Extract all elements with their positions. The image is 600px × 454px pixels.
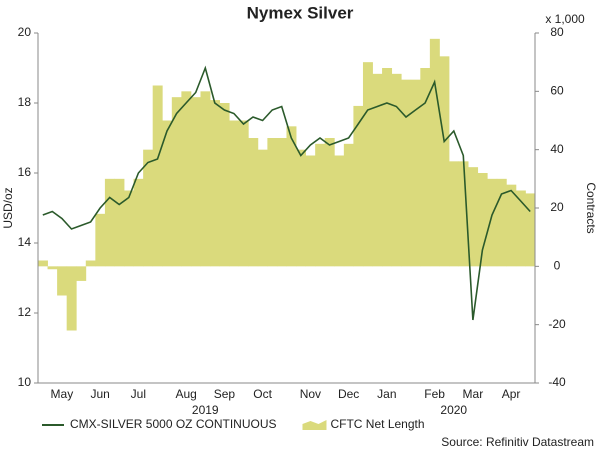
y2-tick-label: 20 <box>550 200 564 214</box>
area-step <box>515 190 526 267</box>
area-step <box>448 161 459 267</box>
area-step <box>286 126 297 267</box>
area-step <box>324 138 335 267</box>
area-step <box>171 97 182 267</box>
area-step <box>382 68 393 267</box>
y2-tick-label: 60 <box>550 84 564 98</box>
area-step <box>114 178 125 267</box>
area-step <box>181 91 192 267</box>
area-step <box>210 100 220 267</box>
area-step <box>401 79 412 267</box>
area-step <box>257 149 268 267</box>
year-label: 2019 <box>192 403 219 417</box>
x-tick-label: Mar <box>463 387 484 401</box>
area-step <box>315 143 326 267</box>
area-step <box>76 266 87 281</box>
area-step <box>162 120 173 267</box>
y2-tick-label: 40 <box>550 142 564 156</box>
area-step <box>219 103 230 267</box>
area-step <box>353 105 364 267</box>
y-tick-label: 16 <box>18 165 32 179</box>
price-line <box>42 65 531 321</box>
area-step <box>47 266 58 270</box>
y-tick-label: 18 <box>18 95 32 109</box>
x-tick-label: Jan <box>377 387 396 401</box>
area-step <box>487 178 498 267</box>
x-tick-label: May <box>51 387 74 401</box>
x-tick-label: Jun <box>90 387 109 401</box>
y2-tick-label: 0 <box>554 259 561 273</box>
area-step <box>410 79 421 267</box>
legend-label: CFTC Net Length <box>330 417 424 431</box>
area-step <box>104 178 115 267</box>
area-step <box>477 173 488 267</box>
x-tick-label: Aug <box>175 387 196 401</box>
area-step <box>391 73 402 267</box>
area-step <box>267 138 278 267</box>
area-step <box>458 161 469 267</box>
y-tick-label: 10 <box>18 375 32 389</box>
area-step <box>362 62 373 267</box>
area-step <box>439 56 450 267</box>
x-tick-label: Apr <box>502 387 521 401</box>
x-tick-label: Jul <box>131 387 146 401</box>
y2-tick-label: -20 <box>548 317 566 331</box>
y-tick-label: 14 <box>18 235 32 249</box>
x-tick-label: Oct <box>253 387 272 401</box>
area-step <box>143 149 154 267</box>
area-step <box>372 73 383 267</box>
area-step <box>229 120 240 267</box>
area-step <box>124 190 134 267</box>
area-step <box>420 68 431 267</box>
area-step <box>334 155 345 267</box>
source: Source: Refinitiv Datastream <box>441 435 594 449</box>
area-step <box>238 120 249 267</box>
area-step <box>429 38 440 267</box>
area-step <box>66 266 77 331</box>
area-step <box>152 85 163 267</box>
y-axis-label: USD/oz <box>1 187 15 228</box>
area-step <box>343 143 354 267</box>
area-step <box>305 155 316 267</box>
area-step <box>276 138 287 267</box>
legend-swatch <box>302 420 327 430</box>
area-step <box>506 184 517 267</box>
chart-title: Nymex Silver <box>247 3 354 22</box>
area-step <box>200 91 211 267</box>
x-tick-label: Sep <box>214 387 236 401</box>
legend-label: CMX-SILVER 5000 OZ CONTINUOUS <box>70 417 276 431</box>
area-step <box>57 266 68 296</box>
area-step <box>296 149 307 267</box>
area-step <box>95 213 106 267</box>
y2-tick-label: 80 <box>550 25 564 39</box>
y2-unit: x 1,000 <box>545 12 585 26</box>
y2-axis-label: Contracts <box>584 182 598 233</box>
area-step <box>525 193 536 267</box>
y2-tick-label: -40 <box>548 375 566 389</box>
x-tick-label: Feb <box>424 387 445 401</box>
area-step <box>133 178 144 267</box>
y-tick-label: 12 <box>18 305 32 319</box>
area-step <box>38 260 48 267</box>
x-tick-label: Nov <box>300 387 321 401</box>
x-tick-label: Dec <box>338 387 359 401</box>
area-step <box>468 167 479 267</box>
year-label: 2020 <box>440 403 467 417</box>
area-step <box>85 260 96 267</box>
area-step <box>496 178 507 267</box>
area-step <box>248 138 259 267</box>
y-tick-label: 20 <box>18 25 32 39</box>
area-step <box>190 97 201 267</box>
